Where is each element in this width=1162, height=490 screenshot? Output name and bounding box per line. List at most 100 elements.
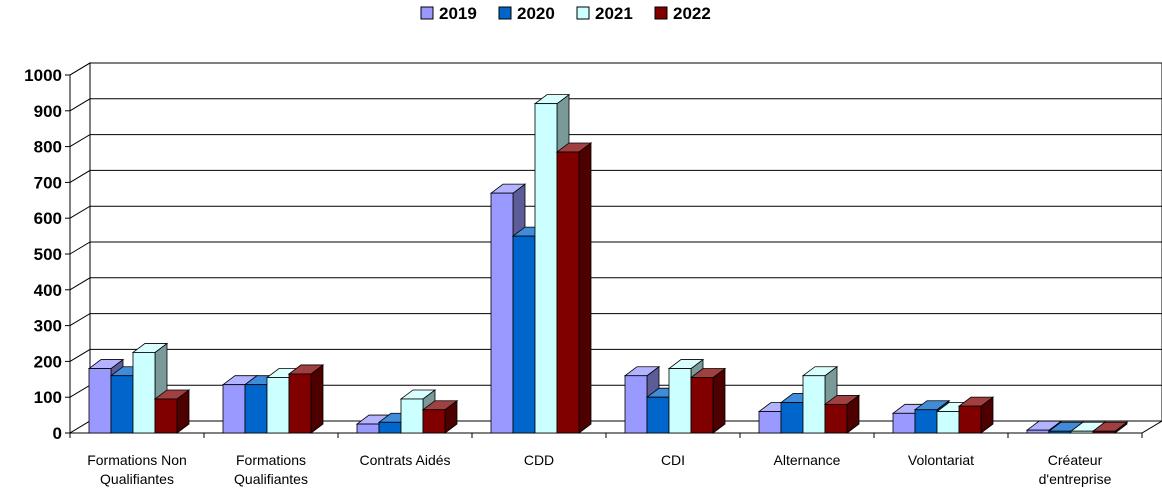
bar-front	[356, 423, 380, 434]
x-tick-label-line: Formations	[236, 452, 306, 468]
x-tick-label-line: Qualifiantes	[100, 471, 174, 487]
bar-front	[556, 151, 580, 434]
bar-front	[1026, 429, 1050, 434]
y-tick-label: 900	[34, 102, 62, 121]
bar-side	[578, 142, 592, 434]
bar-front	[892, 412, 916, 434]
legend-item: 2022	[654, 4, 711, 23]
bars	[87, 93, 1129, 434]
legend-label: 2022	[673, 4, 711, 23]
gridline	[69, 134, 1162, 148]
bar-side	[310, 364, 324, 434]
gridline	[69, 241, 1162, 255]
x-tick-label-line: CDI	[661, 452, 685, 468]
x-tick-label-line: d'entreprise	[1039, 471, 1112, 487]
bar-front	[1048, 430, 1072, 434]
x-tick-label-line: CDD	[524, 452, 554, 468]
bar-front	[222, 384, 246, 434]
x-tick-label-line: Volontariat	[908, 452, 974, 468]
x-tick-label: Contrats Aidés	[359, 452, 450, 468]
x-tick-label-line: Formations Non	[87, 452, 187, 468]
bar	[287, 364, 325, 434]
gridline	[69, 313, 1162, 327]
bar-front	[88, 368, 112, 434]
x-tick-label: Formations Qualifiantes	[234, 452, 308, 487]
bar-front	[154, 398, 178, 434]
bar-front	[624, 375, 648, 434]
bar-front	[668, 368, 692, 434]
legend-item: 2020	[498, 4, 555, 23]
bar-front	[288, 373, 312, 434]
bar	[555, 142, 593, 434]
gridline	[69, 348, 1162, 362]
y-tick-label: 500	[34, 245, 62, 264]
bar	[153, 389, 191, 434]
bar	[689, 367, 727, 434]
bar-front	[400, 398, 424, 434]
y-tick-label: 100	[34, 388, 62, 407]
bar-front	[512, 235, 536, 434]
bar-side	[712, 367, 726, 434]
bar	[823, 394, 861, 434]
bar-front	[758, 411, 782, 434]
bar	[1091, 421, 1129, 434]
legend-swatch	[420, 6, 434, 20]
legend: 2019 2020 2021 2022	[420, 4, 711, 23]
y-tick-label: 600	[34, 209, 62, 228]
bar-front	[914, 409, 938, 434]
legend-item: 2021	[576, 4, 633, 23]
bar-front	[958, 405, 982, 434]
bar-front	[110, 375, 134, 434]
gridline	[69, 277, 1162, 291]
bar-front	[1070, 430, 1094, 434]
x-tick-label: CDD	[524, 452, 554, 468]
x-tick-label: Volontariat	[908, 452, 974, 468]
bar-front	[802, 375, 826, 434]
bar-front	[780, 402, 804, 434]
bar-front	[936, 411, 960, 434]
legend-swatch	[576, 6, 590, 20]
x-tick-label: Créateur d'entreprise	[1039, 452, 1112, 487]
x-tick-label: CDI	[661, 452, 685, 468]
bar-front	[646, 396, 670, 434]
x-tick-label-line: Qualifiantes	[234, 471, 308, 487]
y-tick-label: 200	[34, 352, 62, 371]
x-tick-label: Alternance	[774, 452, 841, 468]
legend-label: 2019	[439, 4, 477, 23]
gridline	[69, 62, 1162, 76]
bar-front	[132, 352, 156, 434]
bar-front	[378, 421, 402, 434]
x-tick-label-line: Alternance	[774, 452, 841, 468]
gridline	[69, 205, 1162, 219]
legend-item: 2019	[420, 4, 477, 23]
bar-front	[534, 103, 558, 434]
x-tick-label-line: Contrats Aidés	[359, 452, 450, 468]
bar	[957, 396, 995, 434]
bar-front	[824, 403, 848, 434]
gridline	[69, 98, 1162, 112]
y-tick-label: 400	[34, 281, 62, 300]
legend-label: 2020	[517, 4, 555, 23]
y-tick-label: 800	[34, 138, 62, 157]
bar-front	[1092, 430, 1116, 434]
bar-front	[490, 192, 514, 434]
bar-front	[244, 384, 268, 434]
legend-swatch	[498, 6, 512, 20]
bar-front	[422, 409, 446, 434]
bar	[421, 399, 459, 434]
y-tick-label: 0	[53, 424, 62, 443]
gridline	[69, 169, 1162, 183]
gridlines	[69, 62, 1162, 398]
y-tick-label: 1000	[24, 66, 62, 85]
bar-front	[690, 377, 714, 434]
legend-label: 2021	[595, 4, 633, 23]
x-tick-label: Formations Non Qualifiantes	[87, 452, 187, 487]
x-tick-label-line: Créateur	[1048, 452, 1103, 468]
bar-front	[266, 377, 290, 434]
legend-swatch	[654, 6, 668, 20]
x-axis: Formations Non Qualifiantes Formations Qual…	[69, 433, 1143, 487]
y-tick-label: 700	[34, 173, 62, 192]
y-tick-label: 300	[34, 317, 62, 336]
y-axis: 0 100 200 300 400 500 600 700 800 900 1000	[24, 66, 70, 443]
